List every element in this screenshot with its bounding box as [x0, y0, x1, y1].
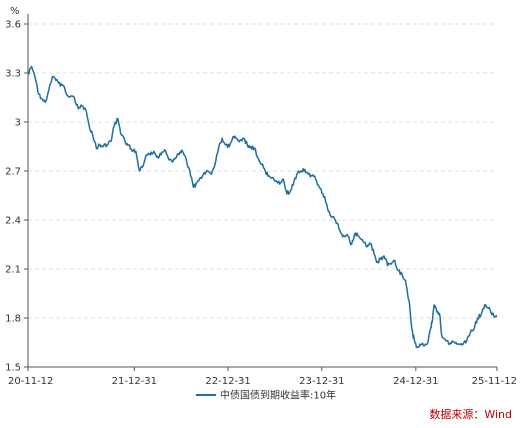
x-tick-label: 23-12-31	[299, 376, 344, 387]
legend: 中债国债到期收益率:10年	[196, 389, 336, 402]
y-tick-label: 2.1	[5, 265, 21, 276]
series-line-0	[27, 65, 498, 349]
x-tick-label: 21-12-31	[112, 376, 157, 387]
x-tick-label: 24-12-31	[393, 376, 438, 387]
y-tick-label: 3.3	[5, 69, 21, 80]
y-tick-label: 1.5	[5, 363, 21, 374]
axes	[27, 14, 498, 371]
y-tick-label: 3	[15, 118, 21, 129]
y-tick-labels: 1.5 1.8 2.1 2.4 2.7 3 3.3 3.6	[5, 20, 21, 374]
series-layer	[27, 65, 498, 349]
y-tick-label: 2.4	[5, 216, 21, 227]
y-tick-label: 1.8	[5, 314, 21, 325]
x-tick-label: 22-12-31	[205, 376, 250, 387]
x-tick-labels: 20-11-12 21-12-31 22-12-31 23-12-31 24-12-31…	[8, 376, 517, 387]
x-tick-label: 20-11-12	[8, 376, 53, 387]
data-source-note: 数据来源：Wind	[429, 408, 512, 421]
y-tick-label: 2.7	[5, 167, 21, 178]
x-tick-label: 25-11-12	[472, 376, 517, 387]
y-tick-label: 3.6	[5, 20, 21, 31]
gridlines	[24, 23, 497, 368]
y-axis-unit-label: %	[10, 6, 20, 17]
legend-entry: 中债国债到期收益率:10年	[220, 389, 336, 402]
